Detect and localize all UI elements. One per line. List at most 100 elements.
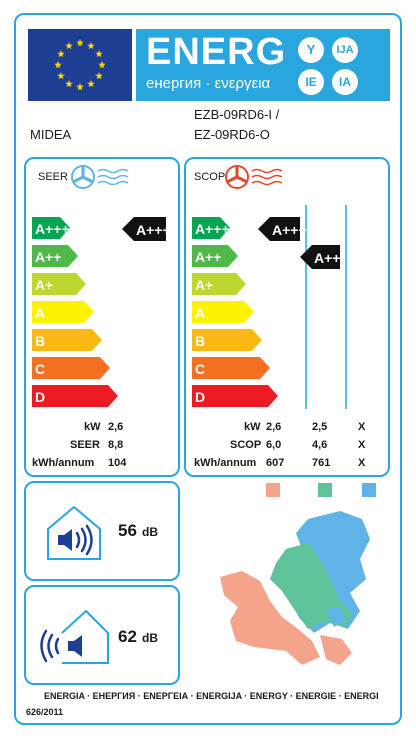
- energy-subtitle: енергия · ενεργεια: [146, 75, 271, 92]
- heating-class-arrow-2: A++: [300, 245, 340, 269]
- heating-class-label: C: [195, 361, 205, 377]
- cooling-class-label: A+++: [35, 221, 70, 237]
- indoor-speaker-icon: [47, 505, 101, 560]
- energy-word: ENERG: [146, 31, 287, 73]
- heating-row-scop-v2: 4,6: [312, 439, 328, 451]
- lang-code-y: Y: [298, 37, 324, 63]
- heating-class-label: D: [195, 389, 205, 405]
- eu-stars-icon: [54, 39, 106, 91]
- cooling-row-kwh-value: 104: [108, 457, 127, 469]
- cooling-row-kw-value: 2,6: [108, 421, 124, 433]
- heating-row-kwh-v1: 607: [266, 457, 285, 469]
- cooling-panel: SEER A+++ A++ A+ A B C D A+++ kW 2,6 SEER 8,8 …: [24, 157, 180, 477]
- cooling-class-bar: [32, 385, 118, 407]
- cooling-class-label: B: [35, 333, 45, 349]
- europe-map-icon: [220, 511, 370, 665]
- heating-row-kwh-v2: 761: [312, 457, 331, 469]
- eu-star: [57, 72, 65, 80]
- eu-star: [57, 50, 65, 58]
- heating-class-label: A++: [195, 249, 221, 265]
- heating-class-bar: [192, 245, 238, 267]
- heating-class-label: B: [195, 333, 205, 349]
- heating-class-bar: [192, 357, 270, 379]
- cooling-row-kw-key: kW: [84, 421, 101, 433]
- heating-row-kw-v2: 2,5: [312, 421, 328, 433]
- indoor-noise-panel: 56 dB: [24, 481, 180, 581]
- heating-title: SCOP: [194, 171, 226, 183]
- eu-star: [95, 72, 103, 80]
- indoor-noise-unit: dB: [142, 525, 158, 539]
- cooling-class-label: D: [35, 389, 45, 405]
- model-line-2: EZ-09RD6-O: [194, 127, 270, 142]
- cooling-class-bar: [32, 273, 86, 295]
- cooling-row-kwh-key: kWh/annum: [32, 457, 95, 469]
- heating-panel: SCOP A+++ A++ A+ A B C D A+++ A++ kW 2,6 2,5 X…: [184, 157, 390, 477]
- eu-star: [87, 80, 95, 88]
- cooling-class-bar: [32, 329, 102, 351]
- footer-languages: ENERGIA · ЕНЕРГИЯ · ΕΝΕΡΓΕΙΑ · ENERGIJA …: [44, 691, 379, 701]
- eu-star: [87, 41, 95, 50]
- cooling-class-bar: [32, 357, 110, 379]
- snowflake-fan-icon: [71, 165, 129, 189]
- heating-class-label: A: [195, 305, 205, 321]
- heating-row-kw-v1: 2,6: [266, 421, 282, 433]
- zone-average-swatch: [318, 483, 332, 497]
- heating-row-kw-key: kW: [244, 421, 261, 433]
- energy-label: ENERG енергия · ενεργεια Y IJA IE IA MID…: [14, 13, 402, 725]
- eu-star: [54, 61, 62, 69]
- cooling-class-arrow: A+++: [122, 217, 171, 241]
- lang-code-ia: IA: [332, 69, 358, 95]
- heating-class-bar: [192, 385, 278, 407]
- lang-code-ija: IJA: [332, 37, 358, 63]
- heating-class-label: A+++: [195, 221, 230, 237]
- svg-text:A+++: A+++: [272, 222, 307, 238]
- svg-text:A++: A++: [314, 250, 340, 266]
- regulation-number: 626/2011: [26, 707, 64, 717]
- outdoor-speaker-icon: [40, 609, 109, 664]
- cooling-class-bar: [32, 217, 70, 239]
- cooling-row-seer-value: 8,8: [108, 439, 124, 451]
- eu-star: [76, 83, 84, 91]
- heating-row-kw-v3: X: [358, 421, 366, 433]
- eu-star: [65, 41, 73, 50]
- zone-warm-swatch: [266, 483, 280, 497]
- heating-class-bar: [192, 217, 230, 239]
- heating-row-scop-v3: X: [358, 439, 366, 451]
- eu-star: [98, 61, 106, 69]
- cooling-class-label: C: [35, 361, 45, 377]
- lang-code-ie: IE: [298, 69, 324, 95]
- cooling-class-label: A+: [35, 277, 53, 293]
- outdoor-noise-unit: dB: [142, 631, 158, 645]
- energy-banner: ENERG енергия · ενεργεια Y IJA IE IA: [136, 29, 390, 101]
- heating-row-scop-v1: 6,0: [266, 439, 282, 451]
- eu-star: [65, 80, 73, 88]
- heating-class-bar: [192, 329, 262, 351]
- eu-flag: [28, 29, 132, 101]
- heating-class-label: A+: [195, 277, 213, 293]
- label-header: ENERG енергия · ενεργεια Y IJA IE IA: [28, 29, 390, 101]
- heating-row-kwh-v3: X: [358, 457, 366, 469]
- outdoor-noise-panel: 62 dB: [24, 585, 180, 685]
- cooling-row-seer-key: SEER: [70, 439, 100, 451]
- svg-text:A+++: A+++: [136, 222, 171, 238]
- cooling-class-bar: [32, 301, 94, 323]
- zone-colder-swatch: [362, 483, 376, 497]
- outdoor-noise-value: 62: [118, 627, 137, 646]
- heating-row-kwh-key: kWh/annum: [194, 457, 257, 469]
- cooling-class-label: A++: [35, 249, 61, 265]
- cooling-title: SEER: [38, 171, 68, 183]
- eu-star: [76, 39, 84, 47]
- supplier-name: MIDEA: [30, 127, 72, 142]
- climate-zone-map: [220, 483, 376, 665]
- cooling-class-label: A: [35, 305, 45, 321]
- heating-class-bar: [192, 273, 246, 295]
- heating-class-bar: [192, 301, 254, 323]
- sun-fan-icon: [225, 165, 283, 189]
- model-line-1: EZB-09RD6-I /: [194, 107, 280, 122]
- heating-class-arrow-1: A+++: [258, 217, 307, 241]
- eu-star: [95, 50, 103, 58]
- cooling-class-bar: [32, 245, 78, 267]
- heating-row-scop-key: SCOP: [230, 439, 262, 451]
